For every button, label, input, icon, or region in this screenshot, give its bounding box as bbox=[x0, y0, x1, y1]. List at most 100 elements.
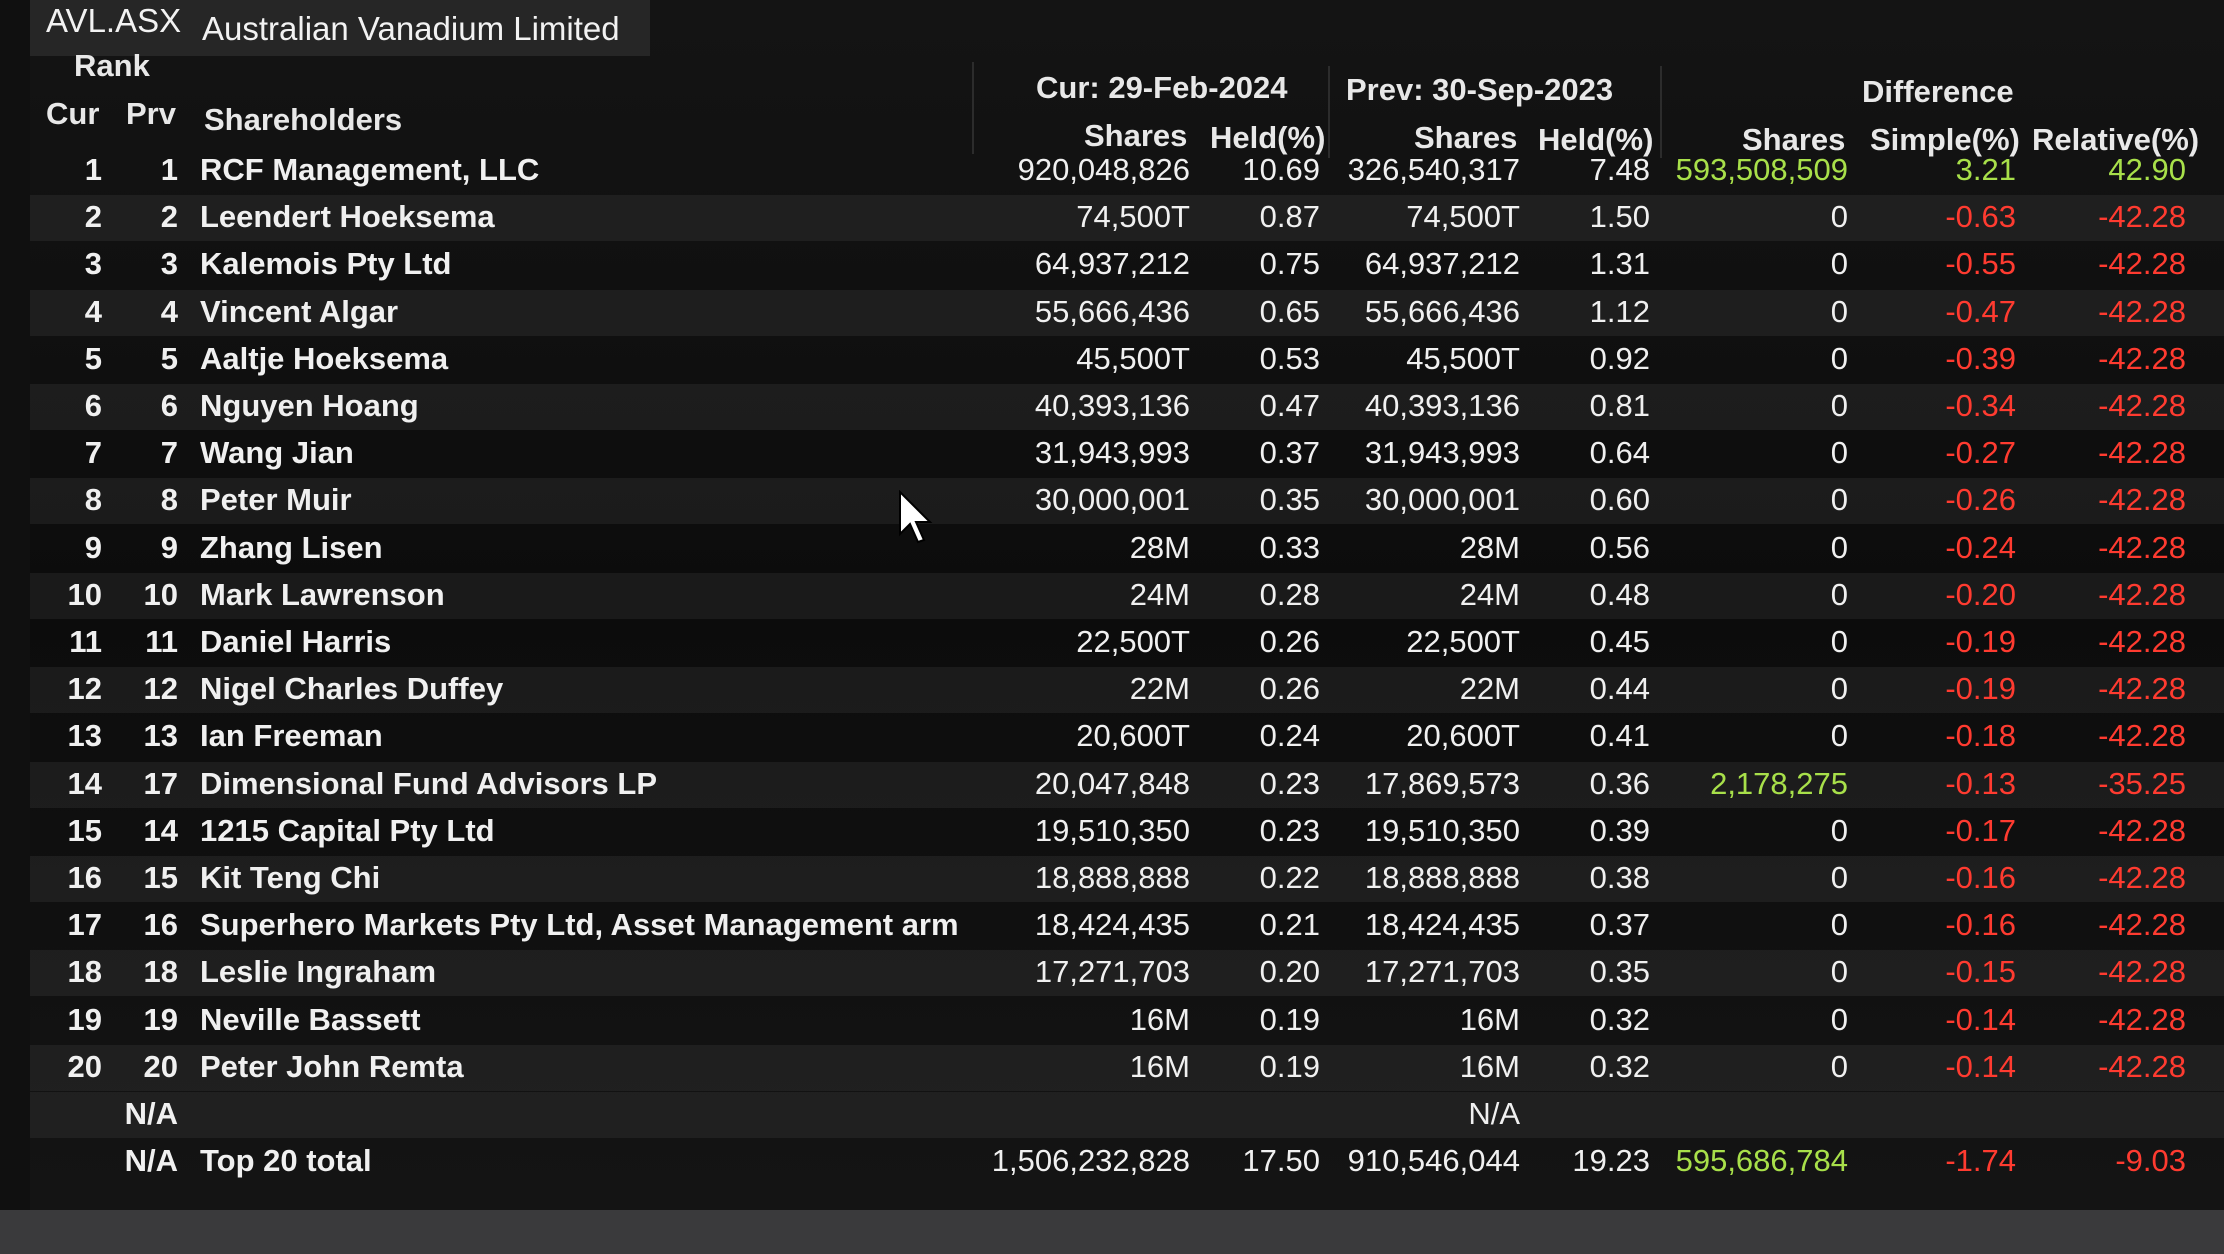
cell-cur-shares: 31,943,993 bbox=[1034, 435, 1190, 471]
cell-prev-held: 0.92 bbox=[1589, 340, 1650, 376]
cell-relative: -42.28 bbox=[2098, 954, 2186, 990]
cell-prev-held: 0.45 bbox=[1589, 624, 1650, 659]
ticker-symbol[interactable]: AVL.ASX bbox=[46, 2, 182, 39]
cell-diff-shares: 0 bbox=[1830, 1001, 1848, 1037]
table-row[interactable]: 3 3 Kalemois Pty Ltd 64,937,212 0.75 64,937,2… bbox=[30, 242, 2224, 288]
table-row[interactable]: 7 7 Wang Jian 31,943,993 0.37 31,943,993 0.64 0… bbox=[30, 431, 2224, 477]
table-row[interactable]: 13 13 Ian Freeman 20,600T 0.24 20,600T 0.41 0 -0… bbox=[30, 714, 2224, 760]
prev-shares-header[interactable]: Shares bbox=[1414, 120, 1518, 155]
cell-cur-shares: 40,393,136 bbox=[1034, 388, 1190, 423]
cell-name: Daniel Harris bbox=[200, 624, 392, 659]
cell-prev-shares: 24M bbox=[1459, 576, 1520, 612]
table-row[interactable]: 20 20 Peter John Remta 16M 0.19 16M 0.32 0 -0.14… bbox=[30, 1044, 2224, 1091]
prev-held-header[interactable]: Held(%) bbox=[1538, 122, 1654, 157]
cell-prev-shares: 30,000,001 bbox=[1364, 482, 1520, 518]
table-row[interactable]: 4 4 Vincent Algar 55,666,436 0.65 55,666,436 1… bbox=[30, 289, 2224, 336]
cell-simple: -1.74 bbox=[1945, 1143, 2016, 1179]
cell-diff-shares: 2,178,275 bbox=[1710, 765, 1848, 801]
cell-simple: -0.14 bbox=[1945, 1001, 2016, 1037]
table-row[interactable]: 17 16 Superhero Markets Pty Ltd, Asset Man… bbox=[30, 903, 2224, 949]
cell-cur-shares: 16M bbox=[1129, 1048, 1190, 1084]
table-row[interactable]: 2 2 Leendert Hoeksema 74,500T 0.87 74,500T 1.5… bbox=[30, 195, 2224, 242]
shareholder-panel bbox=[30, 0, 2224, 1210]
cell-cur: 18 bbox=[67, 954, 102, 990]
cell-prv: 6 bbox=[160, 388, 178, 423]
cell-prev-held: 0.44 bbox=[1589, 671, 1650, 707]
cell-simple: -0.18 bbox=[1945, 718, 2016, 754]
cell-prev-shares: 74,500T bbox=[1406, 199, 1520, 235]
cell-prv: 4 bbox=[160, 293, 178, 329]
table-row[interactable]: 9 9 Zhang Lisen 28M 0.33 28M 0.56 0 -0.24 -42.28 bbox=[30, 526, 2224, 572]
cell-relative: -35.25 bbox=[2098, 765, 2186, 801]
cell-cur-held: 0.20 bbox=[1259, 954, 1320, 990]
table-row[interactable]: 8 8 Peter Muir 30,000,001 0.35 30,000,001 0.60… bbox=[30, 478, 2224, 525]
cell-relative: -42.28 bbox=[2098, 1048, 2186, 1084]
title-bar bbox=[30, 0, 650, 56]
cell-relative: -42.28 bbox=[2098, 860, 2186, 895]
table-row[interactable]: 6 6 Nguyen Hoang 40,393,136 0.47 40,393,136 0.… bbox=[30, 384, 2224, 430]
cell-prev-shares: 19,510,350 bbox=[1364, 812, 1520, 848]
cell-diff-shares: 0 bbox=[1830, 1048, 1848, 1084]
cell-prev-held: 1.12 bbox=[1589, 293, 1650, 329]
cell-relative: -42.28 bbox=[2098, 576, 2186, 612]
table-row[interactable]: 10 10 Mark Lawrenson 24M 0.28 24M 0.48 0 -0.20 -4… bbox=[30, 572, 2224, 619]
cell-cur-held: 0.19 bbox=[1259, 1001, 1320, 1037]
cell-diff-shares: 0 bbox=[1830, 671, 1848, 707]
cell-name: Kit Teng Chi bbox=[200, 860, 381, 895]
cell-cur-held: 17.50 bbox=[1242, 1143, 1320, 1179]
table-row[interactable]: 5 5 Aaltje Hoeksema 45,500T 0.53 45,500T 0.92 0… bbox=[30, 337, 2224, 383]
cell-cur-held: 0.19 bbox=[1259, 1048, 1320, 1084]
table-row[interactable]: 15 14 1215 Capital Pty Ltd 19,510,350 0.23 19… bbox=[30, 809, 2224, 855]
cell-cur-held: 0.33 bbox=[1259, 529, 1320, 565]
table-row[interactable]: 16 15 Kit Teng Chi 18,888,888 0.22 18,888,888… bbox=[30, 856, 2224, 902]
na-row[interactable]: N/A N/A bbox=[30, 1092, 2224, 1138]
cell-simple: -0.27 bbox=[1945, 435, 2016, 471]
cur-rank-header[interactable]: Cur bbox=[46, 96, 100, 131]
relative-header[interactable]: Relative(%) bbox=[2032, 122, 2200, 157]
cell-relative: -42.28 bbox=[2098, 246, 2186, 282]
cell-cur-held: 0.26 bbox=[1259, 624, 1320, 659]
cell-prev-shares: 16M bbox=[1459, 1048, 1520, 1084]
cell-relative: -42.28 bbox=[2098, 529, 2186, 565]
cell-prev-held: 1.31 bbox=[1589, 246, 1650, 282]
cell-cur: 7 bbox=[84, 435, 102, 471]
cell-prv: 20 bbox=[143, 1048, 178, 1084]
cell-diff-shares: 595,686,784 bbox=[1675, 1143, 1848, 1179]
shareholders-header[interactable]: Shareholders bbox=[204, 102, 403, 137]
simple-header[interactable]: Simple(%) bbox=[1870, 122, 2020, 157]
prv-rank-header[interactable]: Prv bbox=[126, 96, 176, 131]
cell-prv: 9 bbox=[160, 529, 178, 565]
cell-name: Leendert Hoeksema bbox=[200, 199, 495, 235]
cell-cur-held: 0.53 bbox=[1259, 340, 1320, 376]
cell-cur-shares: 18,888,888 bbox=[1034, 860, 1190, 895]
total-row[interactable]: N/A Top 20 total 1,506,232,828 17.50 910,546… bbox=[30, 1139, 2224, 1185]
cell-prev-held: 0.32 bbox=[1589, 1048, 1650, 1084]
table-row[interactable]: 1 1 RCF Management, LLC 920,048,826 10.69 326… bbox=[30, 148, 2224, 194]
cell-name: Top 20 total bbox=[200, 1143, 372, 1179]
cur-held-header[interactable]: Held(%) bbox=[1210, 120, 1326, 155]
cur-shares-header[interactable]: Shares bbox=[1084, 118, 1188, 153]
cell-prv: N/A bbox=[124, 1143, 178, 1179]
mouse-pointer-icon bbox=[899, 490, 933, 544]
table-row[interactable]: 12 12 Nigel Charles Duffey 22M 0.26 22M 0.44 0 -… bbox=[30, 667, 2224, 714]
cell-cur: 13 bbox=[67, 718, 102, 754]
cell-prv: 18 bbox=[143, 954, 178, 990]
cell-cur: 10 bbox=[67, 576, 102, 612]
cell-name: Superhero Markets Pty Ltd, Asset Managem… bbox=[200, 907, 959, 943]
cell-cur: 8 bbox=[84, 482, 102, 518]
rank-header: Rank bbox=[74, 48, 150, 83]
table-row[interactable]: 14 17 Dimensional Fund Advisors LP 20,047,8… bbox=[30, 761, 2224, 808]
cell-prev-shares: 28M bbox=[1459, 529, 1520, 565]
cell-simple: -0.24 bbox=[1945, 529, 2016, 565]
cell-prev-shares: 910,546,044 bbox=[1347, 1143, 1520, 1179]
cell-prev-shares: 40,393,136 bbox=[1364, 388, 1520, 423]
diff-shares-header[interactable]: Shares bbox=[1742, 122, 1846, 157]
table-row[interactable]: 11 11 Daniel Harris 22,500T 0.26 22,500T 0.45 0… bbox=[30, 620, 2224, 666]
cell-cur-shares: 20,600T bbox=[1076, 718, 1190, 754]
table-row[interactable]: 18 18 Leslie Ingraham 17,271,703 0.20 17,271,… bbox=[30, 950, 2224, 997]
cell-prv: 19 bbox=[143, 1001, 178, 1037]
bottom-taskbar bbox=[0, 1210, 2224, 1254]
previous-period-header: Prev: 30-Sep-2023 bbox=[1346, 72, 1614, 107]
table-row[interactable]: 19 19 Neville Bassett 16M 0.19 16M 0.32 0 -0.14 -… bbox=[30, 998, 2224, 1044]
